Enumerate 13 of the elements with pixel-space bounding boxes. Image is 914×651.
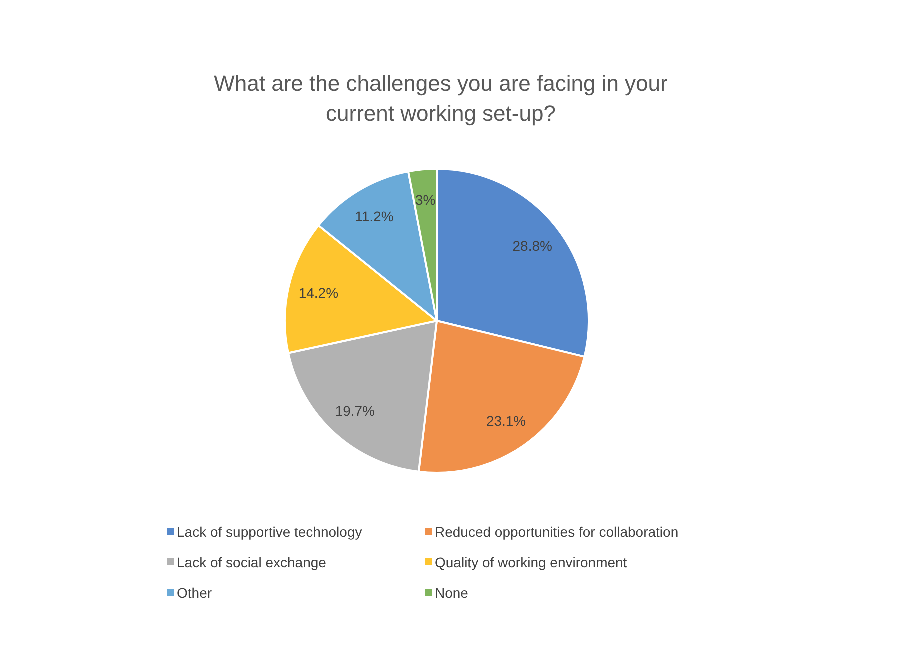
chart-title: What are the challenges you are facing in your current working set-up? xyxy=(214,71,668,126)
legend-label: Reduced opportunities for collaboration xyxy=(435,524,679,540)
data-label: 14.2% xyxy=(298,284,339,301)
data-label: 19.7% xyxy=(335,402,376,419)
legend-label: Quality of working environment xyxy=(435,554,628,570)
legend-label: None xyxy=(435,585,469,601)
data-label: 23.1% xyxy=(486,412,526,429)
data-label: 28.8% xyxy=(512,238,552,254)
legend-label: Lack of social exchange xyxy=(177,554,327,570)
legend-label: Lack of supportive technology xyxy=(177,524,362,540)
data-label: 11.2% xyxy=(355,208,394,225)
legend-label: Other xyxy=(177,585,212,601)
data-label: 3% xyxy=(415,192,436,208)
